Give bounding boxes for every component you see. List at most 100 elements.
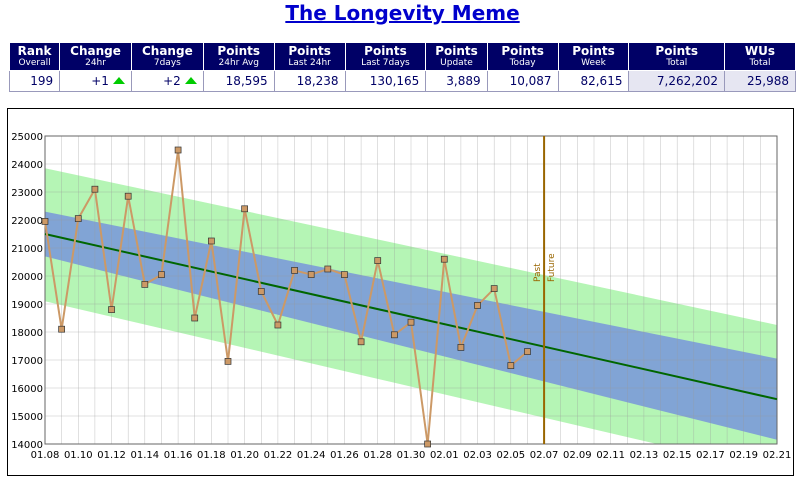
x-tick-label: 01.30 xyxy=(397,450,426,461)
data-point xyxy=(457,344,465,351)
header-rank: Rank Overall xyxy=(8,42,61,71)
value-points-update: 3,889 xyxy=(425,70,488,92)
header-change-7days: Change 7days xyxy=(130,42,204,71)
y-tick-label: 22000 xyxy=(11,216,43,227)
y-tick-label: 17000 xyxy=(11,356,43,367)
y-tick-label: 20000 xyxy=(11,272,43,283)
production-chart: Daily Production History / Future75% Lin… xyxy=(7,108,794,480)
data-point xyxy=(490,285,498,292)
value-points-last-7days: 130,165 xyxy=(344,70,427,92)
y-tick-label: 19000 xyxy=(11,300,43,311)
data-point xyxy=(224,358,232,365)
x-tick-label: 01.26 xyxy=(330,450,359,461)
header-points-week: Points Week xyxy=(557,42,630,71)
data-point xyxy=(291,267,298,274)
y-tick-label: 16000 xyxy=(11,384,43,395)
future-label: Future xyxy=(547,253,557,282)
stats-header-row: Rank Overall Change 24hr Change 7days Point… xyxy=(8,42,797,71)
data-point xyxy=(507,362,515,369)
x-tick-label: 01.18 xyxy=(197,450,226,461)
data-point xyxy=(341,271,348,278)
data-point xyxy=(307,271,315,278)
plot-mask-top xyxy=(45,109,777,136)
x-tick-label: 02.15 xyxy=(663,450,692,461)
value-points-today: 10,087 xyxy=(486,70,559,92)
x-tick-label: 01.24 xyxy=(297,450,326,461)
data-point xyxy=(174,146,182,154)
y-tick-label: 24000 xyxy=(11,160,43,171)
header-points-24hr-avg: Points 24hr Avg xyxy=(202,42,275,71)
x-tick-label: 01.08 xyxy=(31,450,60,461)
y-tick-label: 15000 xyxy=(11,412,43,423)
data-point xyxy=(524,348,531,355)
header-wus-total: WUs Total xyxy=(723,42,797,71)
data-point xyxy=(91,185,99,193)
data-point xyxy=(257,288,265,295)
y-tick-label: 14000 xyxy=(11,440,43,451)
x-tick-label: 02.21 xyxy=(763,450,792,461)
data-point xyxy=(324,265,332,273)
data-point xyxy=(208,237,215,245)
plot-mask-bottom xyxy=(45,444,777,480)
x-tick-label: 01.22 xyxy=(264,450,293,461)
header-points-update: Points Update xyxy=(425,42,488,71)
x-tick-label: 01.28 xyxy=(363,450,392,461)
data-point xyxy=(124,192,132,200)
y-tick-label: 21000 xyxy=(11,244,43,255)
x-tick-label: 02.09 xyxy=(563,450,592,461)
data-point xyxy=(407,318,415,326)
trend-line xyxy=(44,233,778,401)
data-point xyxy=(391,331,398,339)
x-tick-label: 01.20 xyxy=(230,450,259,461)
x-tick-label: 01.16 xyxy=(164,450,193,461)
header-points-today: Points Today xyxy=(486,42,559,71)
x-tick-label: 01.12 xyxy=(97,450,126,461)
x-tick-label: 01.14 xyxy=(130,450,159,461)
x-tick-label: 02.19 xyxy=(729,450,758,461)
data-point xyxy=(440,255,448,263)
data-point xyxy=(158,271,165,278)
header-points-last-7days: Points Last 7days xyxy=(344,42,427,71)
x-tick-label: 02.05 xyxy=(496,450,525,461)
x-tick-label: 02.03 xyxy=(463,450,492,461)
data-point xyxy=(41,218,49,225)
x-tick-label: 02.13 xyxy=(630,450,659,461)
x-tick-label: 02.01 xyxy=(430,450,459,461)
x-tick-label: 02.07 xyxy=(530,450,559,461)
value-change-7days: +2 xyxy=(130,70,204,92)
data-point xyxy=(374,257,382,264)
value-points-week: 82,615 xyxy=(557,70,630,92)
x-tick-label: 01.10 xyxy=(64,450,93,461)
up-arrow-icon xyxy=(184,77,197,84)
data-point xyxy=(74,215,82,222)
stats-value-row: 199 +1 +2 18,595 18,238 130,165 3,889 10… xyxy=(8,70,797,92)
value-wus-total: 25,988 xyxy=(723,70,797,92)
past-label: Past xyxy=(533,263,543,282)
chart-svg: Daily Production History / Future75% Lin… xyxy=(11,109,792,480)
y-tick-label: 25000 xyxy=(11,132,43,143)
data-point xyxy=(474,302,481,309)
y-tick-label: 18000 xyxy=(11,328,43,339)
page-title-wrap: The Longevity Meme xyxy=(0,0,805,32)
data-point xyxy=(357,338,365,346)
data-point xyxy=(108,306,115,313)
stats-table: Rank Overall Change 24hr Change 7days Point… xyxy=(8,42,797,92)
value-change-24hr: +1 xyxy=(59,70,132,92)
header-change-24hr: Change 24hr xyxy=(59,42,132,71)
up-arrow-icon xyxy=(112,77,125,84)
value-points-24hr-avg: 18,595 xyxy=(202,70,275,92)
value-points-last-24hr: 18,238 xyxy=(273,70,346,92)
page-title[interactable]: The Longevity Meme xyxy=(285,1,520,25)
data-point xyxy=(58,325,65,333)
header-points-total: Points Total xyxy=(628,42,725,71)
header-points-last-24hr: Points Last 24hr xyxy=(273,42,346,71)
x-tick-label: 02.17 xyxy=(696,450,725,461)
data-point xyxy=(241,205,248,213)
value-points-total: 7,262,202 xyxy=(628,70,725,92)
data-point xyxy=(191,314,199,322)
y-tick-label: 23000 xyxy=(11,188,43,199)
actual-production-line xyxy=(44,149,529,445)
value-rank: 199 xyxy=(8,70,61,92)
data-point xyxy=(274,321,282,329)
x-tick-label: 02.11 xyxy=(596,450,625,461)
